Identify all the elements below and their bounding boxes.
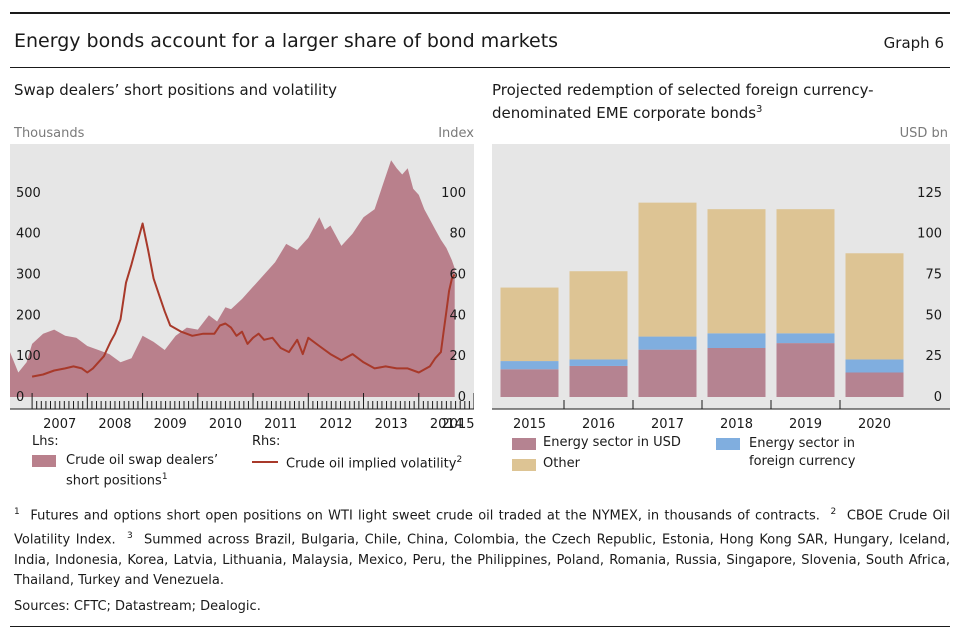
area-legend-line2: short positions bbox=[66, 473, 162, 489]
legend-energy-fx-label: Energy sector in foreign currency bbox=[749, 436, 856, 469]
left-y-tick-label: 400 bbox=[16, 227, 41, 242]
footnote-3-marker: 3 bbox=[126, 531, 133, 542]
left-x-tick-label: 2011 bbox=[264, 417, 297, 432]
right-chart: 2015 2016 2017 2018 2019 2020 0 25 50 75 100 125 bbox=[492, 144, 950, 432]
right-y-tick-label: 60 bbox=[449, 268, 466, 283]
bar-other-2019 bbox=[776, 209, 835, 334]
sources: Sources: CFTC; Datastream; Dealogic. bbox=[14, 599, 261, 614]
legend-other-label: Other bbox=[543, 456, 580, 471]
right-y-tick-label: 20 bbox=[449, 349, 466, 364]
bar-energy-usd-2018 bbox=[707, 348, 766, 397]
legend-energy-fx-swatch bbox=[716, 438, 740, 450]
line-legend-text: Crude oil implied volatility bbox=[286, 456, 457, 472]
legend-energy-usd-label: Energy sector in USD bbox=[543, 435, 681, 450]
footnote-1: Futures and options short open positions… bbox=[30, 508, 820, 524]
right-panel-title-line2: denominated EME corporate bonds bbox=[492, 104, 757, 122]
left-x-tick-label: 2014 bbox=[430, 417, 463, 432]
line-legend-swatch bbox=[252, 461, 278, 463]
left-y-tick-label: 200 bbox=[16, 308, 41, 323]
right-x-tick-label: 2018 bbox=[720, 417, 753, 432]
right-chart-unit: USD bn bbox=[899, 126, 948, 141]
footnotes: 1 Futures and options short open positio… bbox=[14, 502, 950, 591]
left-x-tick-label: 2009 bbox=[154, 417, 187, 432]
left-x-tick-label: 2013 bbox=[375, 417, 408, 432]
bar-other-2020 bbox=[845, 253, 904, 360]
graph-title: Energy bonds account for a larger share … bbox=[14, 30, 559, 52]
right-chart-y-tick-label: 100 bbox=[917, 227, 942, 242]
area-legend-swatch bbox=[32, 455, 56, 467]
bar-energy-usd-2019 bbox=[776, 343, 835, 397]
bar-energy-foreign-currency-2018 bbox=[707, 333, 766, 348]
lhs-label: Lhs: bbox=[32, 434, 59, 449]
right-x-tick-label: 2015 bbox=[513, 417, 546, 432]
left-panel-title: Swap dealers’ short positions and volati… bbox=[14, 81, 337, 99]
bar-energy-foreign-currency-2017 bbox=[638, 336, 697, 350]
legend-other-swatch bbox=[512, 459, 536, 471]
left-y-tick-label: 300 bbox=[16, 268, 41, 283]
series-line-implied-volatility bbox=[31, 222, 456, 378]
bar-other-2017 bbox=[638, 202, 697, 337]
right-y-tick-label: 80 bbox=[449, 227, 466, 242]
left-axis-unit: Thousands bbox=[14, 126, 85, 141]
bar-other-2018 bbox=[707, 209, 766, 334]
right-panel-title-line1: Projected redemption of selected foreign… bbox=[492, 81, 874, 99]
right-y-tick-label: 100 bbox=[441, 186, 466, 201]
right-x-tick-label: 2020 bbox=[858, 417, 891, 432]
line-legend-label: Crude oil implied volatility2 bbox=[286, 452, 462, 472]
right-y-tick-label: 40 bbox=[449, 308, 466, 323]
line-legend-sup: 2 bbox=[456, 455, 463, 465]
footnote-3: Summed across Brazil, Bulgaria, Chile, C… bbox=[14, 532, 951, 588]
legend-energy-usd-swatch bbox=[512, 438, 536, 450]
rhs-label: Rhs: bbox=[252, 434, 281, 449]
footnote-1-marker: 1 bbox=[14, 507, 20, 517]
left-y-tick-label: 0 bbox=[16, 390, 24, 405]
bar-energy-foreign-currency-2015 bbox=[500, 361, 559, 370]
area-legend-sup: 1 bbox=[161, 472, 168, 482]
bar-other-2015 bbox=[500, 287, 559, 362]
right-y-tick-label: 0 bbox=[458, 390, 466, 405]
right-x-tick-label: 2019 bbox=[789, 417, 822, 432]
left-x-tick-label: 2015 bbox=[441, 417, 474, 432]
right-panel-title: Projected redemption of selected foreign… bbox=[492, 80, 874, 123]
header-rule bbox=[10, 67, 950, 68]
left-x-tick-label: 2010 bbox=[209, 417, 242, 432]
series-area-swap-dealers bbox=[10, 160, 455, 397]
right-chart-y-tick-label: 0 bbox=[934, 390, 942, 405]
bottom-rule bbox=[10, 626, 950, 627]
right-chart-y-tick-label: 75 bbox=[925, 268, 942, 283]
bar-energy-usd-2015 bbox=[500, 369, 559, 397]
right-panel-title-sup: 3 bbox=[756, 104, 763, 115]
graph-number: Graph 6 bbox=[883, 34, 944, 52]
bar-energy-foreign-currency-2020 bbox=[845, 359, 904, 373]
left-y-tick-label: 100 bbox=[16, 349, 41, 364]
left-x-tick-label: 2008 bbox=[98, 417, 131, 432]
bar-energy-usd-2017 bbox=[638, 349, 697, 397]
right-chart-y-tick-label: 25 bbox=[925, 349, 942, 364]
left-x-tick-label: 2007 bbox=[43, 417, 76, 432]
footnote-2-marker: 2 bbox=[830, 507, 837, 517]
bar-other-2016 bbox=[569, 271, 628, 360]
bar-energy-usd-2016 bbox=[569, 365, 628, 397]
left-y-tick-label: 500 bbox=[16, 186, 41, 201]
right-x-tick-label: 2017 bbox=[651, 417, 684, 432]
bar-energy-usd-2020 bbox=[845, 372, 904, 397]
right-chart-y-tick-label: 50 bbox=[925, 308, 942, 323]
right-axis-unit: Index bbox=[438, 126, 474, 141]
top-rule bbox=[10, 12, 950, 14]
area-legend-label: Crude oil swap dealers’ short positions1 bbox=[66, 452, 218, 489]
footnote-2: CBOE Crude Oil Volatility Index. bbox=[14, 508, 950, 548]
bar-energy-foreign-currency-2016 bbox=[569, 359, 628, 366]
right-chart-y-tick-label: 125 bbox=[917, 186, 942, 201]
area-legend-line1: Crude oil swap dealers’ bbox=[66, 453, 219, 468]
right-x-tick-label: 2016 bbox=[582, 417, 615, 432]
left-x-tick-label: 2012 bbox=[319, 417, 352, 432]
bar-energy-foreign-currency-2019 bbox=[776, 333, 835, 344]
